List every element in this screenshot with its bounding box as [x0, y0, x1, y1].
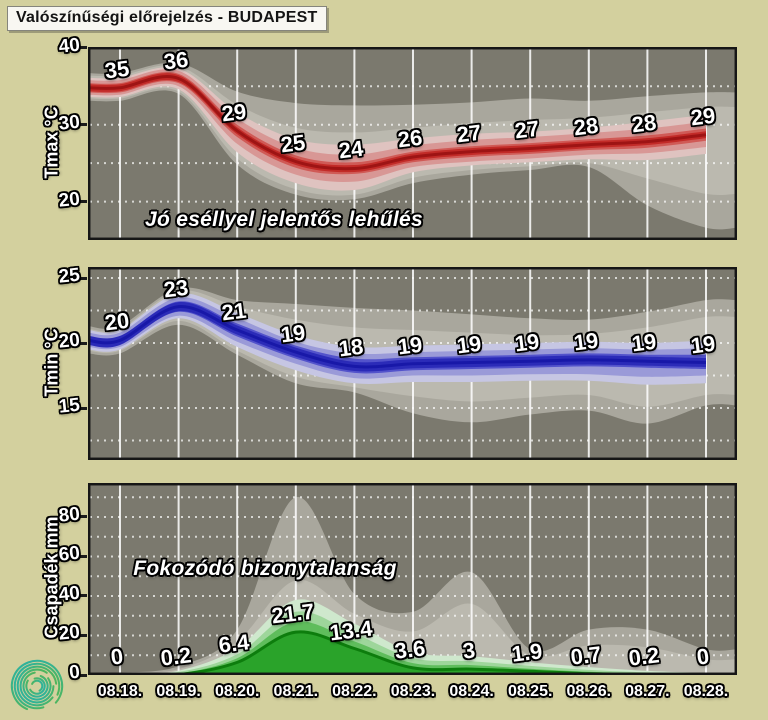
date-label: 08.26.	[566, 683, 612, 700]
y-tick-mark	[78, 46, 87, 50]
precipitation-axis-label: Csapadék mm	[41, 516, 62, 639]
y-tick-mark	[78, 594, 87, 598]
date-label: 08.19.	[156, 683, 201, 700]
value-label: 13.4	[328, 615, 375, 646]
value-label: 3	[460, 637, 477, 664]
y-tick-label: 20	[57, 188, 81, 212]
panel-border	[88, 47, 737, 240]
y-tick-mark	[78, 633, 87, 637]
date-label: 08.28.	[683, 683, 729, 700]
value-label: 19	[396, 331, 424, 360]
quantile-mid-band	[88, 69, 706, 182]
value-label: 19	[454, 330, 483, 358]
value-label: 26	[396, 124, 424, 153]
date-label: 08.25.	[507, 683, 553, 700]
value-label: 19	[572, 327, 600, 356]
y-tick-mark	[78, 341, 87, 345]
value-label: 27	[454, 119, 483, 147]
tmin-panel: 20 23 21 19 18 19 19 19 19 19 19	[88, 267, 737, 460]
tmax-axis-label: Tmax °C	[41, 105, 62, 179]
panel-border	[88, 483, 737, 675]
value-label: 24	[337, 136, 366, 164]
value-label: 0.7	[569, 640, 603, 670]
value-label: 19	[630, 328, 659, 357]
page-title: Valószínűségi előrejelzés - BUDAPEST	[7, 6, 327, 31]
date-label: 08.23.	[390, 683, 436, 700]
date-label: 08.24.	[449, 683, 494, 700]
tmax-panel: 35 36 29 25 24 26 27 27 28 28 29	[88, 46, 737, 240]
tmax-annotation: Jó eséllyel jelentős lehűlés	[144, 208, 424, 231]
value-label: 36	[161, 46, 190, 74]
y-tick-label: 60	[57, 543, 81, 567]
value-label: 25	[279, 129, 307, 157]
y-tick-label: 80	[57, 503, 81, 527]
median-line	[88, 305, 707, 369]
value-label: 21	[220, 297, 248, 326]
value-label: 18	[337, 334, 366, 362]
median-line	[88, 75, 707, 171]
value-label: 35	[103, 55, 131, 84]
y-tick-mark	[78, 515, 87, 519]
value-label: 29	[220, 98, 248, 127]
date-label: 08.22.	[332, 683, 377, 700]
y-tick-mark	[78, 554, 87, 558]
quantile-narrow-band	[88, 301, 706, 374]
value-label: 27	[513, 116, 541, 144]
y-tick-mark	[78, 200, 87, 204]
value-label: 23	[161, 274, 190, 303]
y-tick-label: 20	[57, 622, 81, 646]
value-label: 1.9	[510, 638, 544, 668]
meteorological-service-spiral-logo	[8, 657, 66, 720]
y-tick-mark	[78, 406, 87, 410]
y-tick-label: 40	[57, 34, 81, 58]
date-label: 08.20.	[214, 683, 260, 700]
panel-border	[88, 267, 737, 460]
value-label: 3.6	[393, 635, 427, 664]
value-label: 20	[103, 308, 131, 336]
value-label: 28	[572, 112, 600, 141]
date-label: 08.27.	[625, 683, 670, 700]
quantile-wide-band	[88, 67, 706, 191]
date-label: 08.21.	[273, 683, 319, 700]
median-core-band	[88, 301, 706, 372]
y-tick-mark	[78, 123, 87, 127]
value-label: 0.2	[627, 641, 662, 671]
date-label: 08.18.	[97, 683, 143, 700]
value-label: 19	[279, 319, 307, 348]
precipitation-panel: 0 0.2 6.4 21.7 13.4 3.6 3 1.9 0.7 0.2 0	[88, 483, 737, 675]
y-tick-label: 15	[57, 394, 81, 418]
value-label: 28	[630, 109, 659, 137]
y-tick-label: 30	[57, 111, 81, 135]
value-label: 19	[513, 328, 541, 357]
value-label: 29	[689, 102, 717, 131]
value-label: 0.2	[158, 641, 193, 671]
y-tick-mark	[78, 276, 87, 280]
median-fill	[88, 631, 706, 675]
value-label: 19	[689, 330, 717, 358]
y-tick-label: 40	[57, 582, 81, 606]
value-label: 21.7	[269, 598, 316, 629]
y-tick-mark	[78, 673, 87, 677]
precipitation-annotation: Fokozódó bizonytalanság	[133, 557, 397, 580]
y-tick-label: 20	[57, 329, 81, 353]
value-label: 6.4	[217, 629, 251, 659]
y-tick-label: 25	[57, 264, 81, 288]
